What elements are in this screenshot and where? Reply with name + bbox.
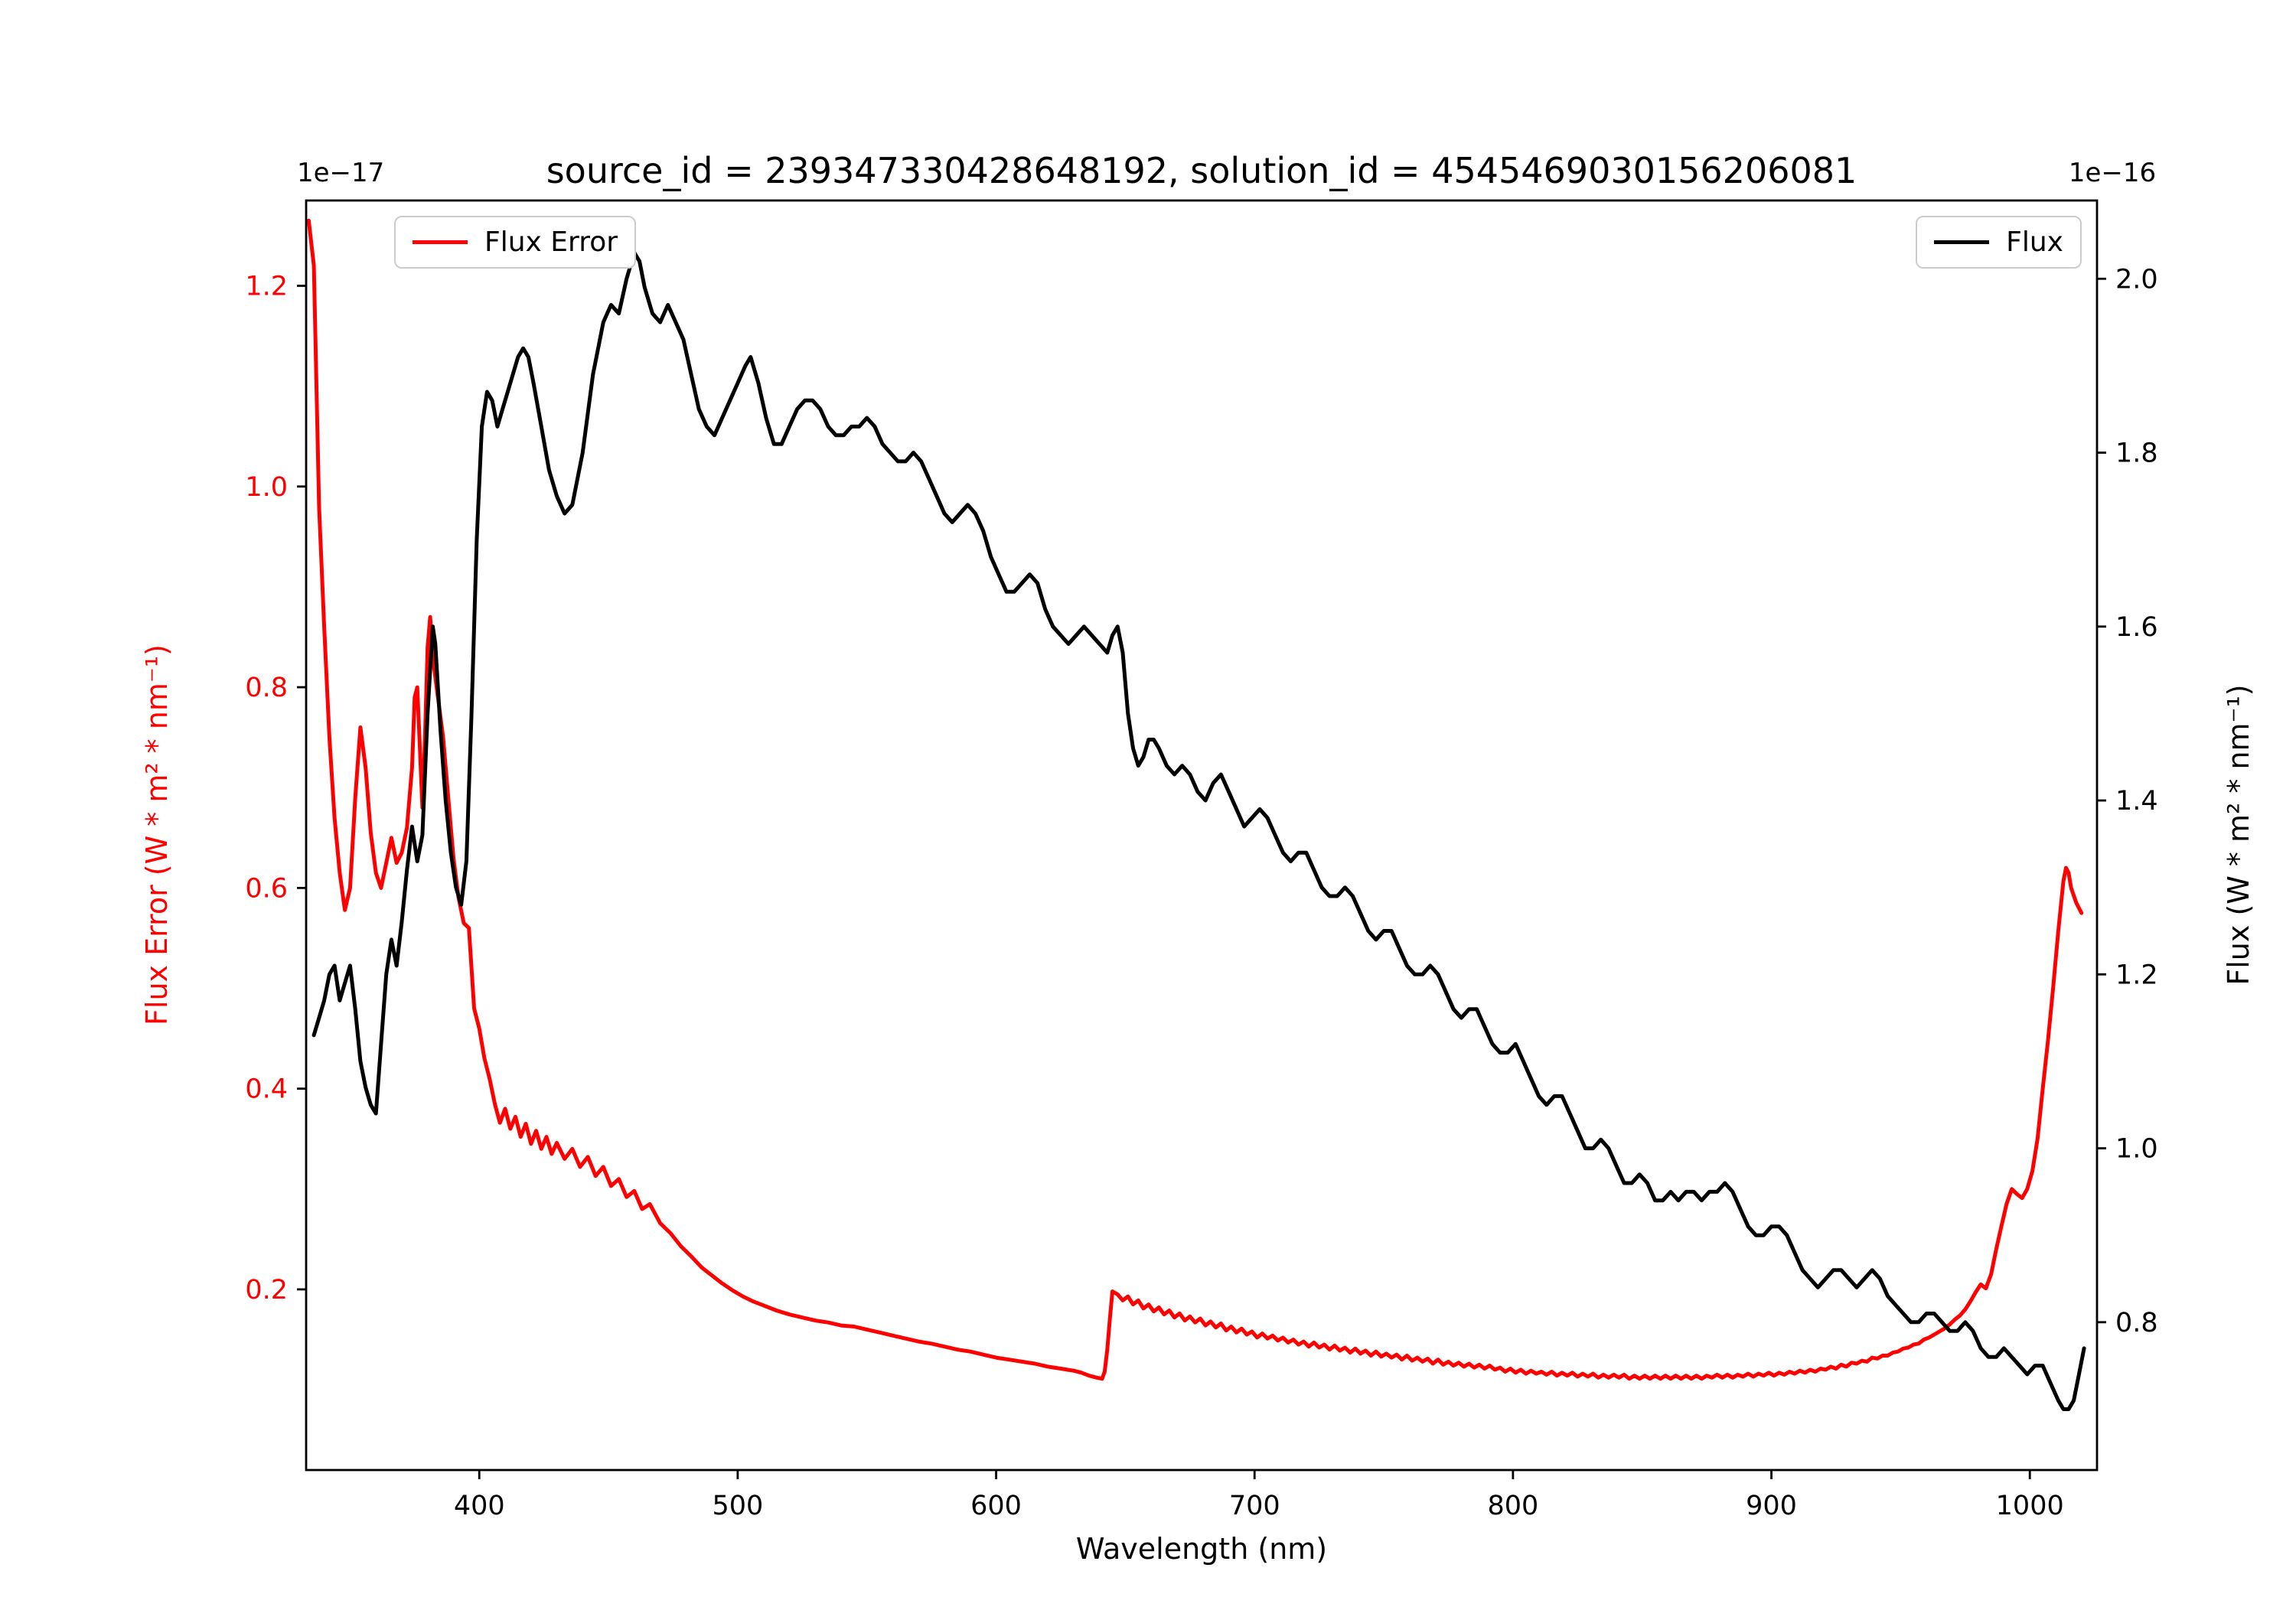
chart-title: source_id = 239347330428648192, solution… (546, 150, 1857, 191)
left-y-tick-label: 0.4 (245, 1074, 288, 1105)
x-tick-label: 900 (1746, 1491, 1797, 1521)
flux-error-line (306, 218, 2084, 1381)
x-tick-label: 600 (970, 1491, 1022, 1521)
right-y-tick-label: 1.8 (2115, 438, 2158, 469)
legend-label-flux: Flux (2006, 227, 2063, 258)
x-tick-label: 1000 (1996, 1491, 2064, 1521)
x-tick-label: 700 (1229, 1491, 1280, 1521)
right-y-tick-label: 1.6 (2115, 612, 2158, 643)
right-y-tick-label: 1.0 (2115, 1134, 2158, 1165)
x-tick-label: 400 (454, 1491, 505, 1521)
left-y-tick-label: 1.0 (245, 472, 288, 503)
right-axis-scale-label: 1e−16 (2068, 158, 2157, 188)
left-y-tick-label: 0.8 (245, 673, 288, 703)
right-y-tick-label: 1.2 (2115, 960, 2158, 990)
curves (306, 218, 2086, 1411)
right-y-axis-ticks: 0.8 1.0 1.2 1.4 1.6 1.8 2.0 (2097, 264, 2158, 1338)
x-tick-label: 800 (1487, 1491, 1538, 1521)
x-tick-label: 500 (712, 1491, 763, 1521)
right-y-tick-label: 0.8 (2115, 1308, 2158, 1338)
left-y-axis-ticks: 0.2 0.4 0.6 0.8 1.0 1.2 (245, 271, 306, 1305)
left-y-tick-label: 1.2 (245, 271, 288, 302)
x-axis-ticks: 400 500 600 700 800 900 1000 (454, 1470, 2064, 1521)
right-y-tick-label: 2.0 (2115, 264, 2158, 295)
x-axis-label: Wavelength (nm) (1075, 1532, 1328, 1566)
legend-flux: Flux (1916, 216, 2082, 269)
left-y-axis-label: Flux Error (W * m² * nm⁻¹) (140, 644, 174, 1025)
flux-line-sample-icon (1934, 240, 1990, 244)
left-y-tick-label: 0.2 (245, 1275, 288, 1305)
legend-label-flux-error: Flux Error (484, 227, 618, 258)
plot-area-border (305, 199, 2099, 1472)
left-y-tick-label: 0.6 (245, 873, 288, 904)
right-y-axis-label: Flux (W * m² * nm⁻¹) (2222, 684, 2255, 986)
legend-flux-error: Flux Error (394, 216, 637, 269)
flux-error-line-sample-icon (413, 240, 468, 244)
flux-line (311, 250, 2086, 1411)
left-axis-scale-label: 1e−17 (297, 158, 385, 188)
right-y-tick-label: 1.4 (2115, 786, 2158, 817)
